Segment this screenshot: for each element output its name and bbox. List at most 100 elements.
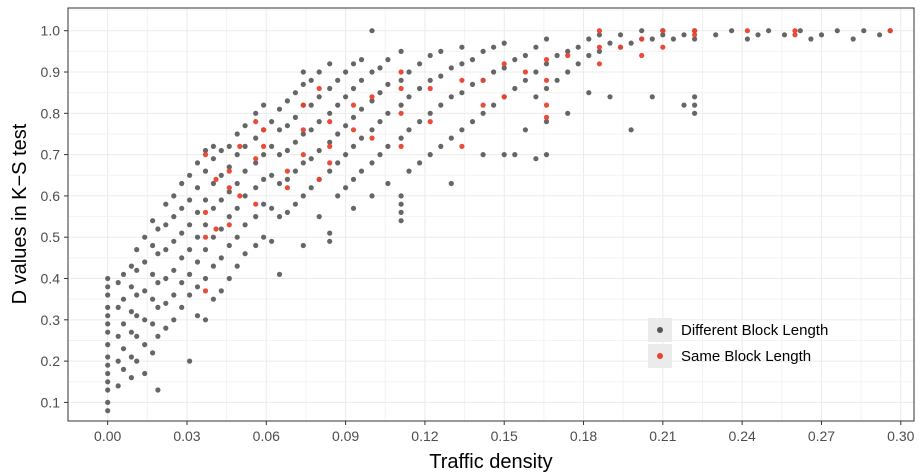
point-different-block-length	[692, 36, 698, 42]
panel-border	[67, 7, 915, 422]
point-different-block-length	[522, 127, 529, 133]
point-different-block-length	[438, 143, 444, 149]
point-different-block-length	[142, 259, 148, 265]
point-different-block-length	[171, 238, 177, 244]
point-same-block-length	[213, 226, 219, 232]
point-different-block-length	[350, 143, 357, 149]
point-different-block-length	[155, 226, 161, 232]
point-different-block-length	[343, 185, 349, 191]
point-different-block-length	[681, 32, 687, 38]
point-different-block-length	[292, 139, 298, 145]
point-different-block-length	[565, 69, 571, 75]
point-different-block-length	[202, 222, 209, 228]
point-different-block-length	[226, 242, 232, 249]
point-different-block-length	[276, 214, 283, 220]
point-different-block-length	[766, 28, 772, 34]
point-different-block-length	[261, 152, 267, 158]
point-different-block-length	[350, 85, 357, 92]
y-tick-label: 0.3	[41, 312, 61, 328]
point-different-block-length	[142, 317, 148, 323]
point-different-block-length	[269, 143, 275, 149]
point-different-block-length	[163, 275, 169, 282]
legend-swatch-different	[657, 327, 663, 333]
point-different-block-length	[202, 168, 209, 174]
point-different-block-length	[797, 28, 803, 34]
point-different-block-length	[586, 52, 592, 59]
point-different-block-length	[155, 280, 161, 286]
point-different-block-length	[226, 143, 232, 149]
point-different-block-length	[234, 234, 240, 240]
point-different-block-length	[105, 362, 111, 368]
point-different-block-length	[242, 168, 248, 174]
point-different-block-length	[150, 242, 156, 249]
point-different-block-length	[543, 85, 550, 92]
point-same-block-length	[744, 28, 751, 34]
point-same-block-length	[300, 152, 306, 158]
point-different-block-length	[284, 209, 290, 215]
point-different-block-length	[210, 296, 216, 302]
point-different-block-length	[417, 160, 423, 166]
point-different-block-length	[543, 36, 550, 42]
point-same-block-length	[327, 160, 333, 166]
point-different-block-length	[187, 197, 193, 203]
point-different-block-length	[308, 77, 314, 83]
point-different-block-length	[276, 127, 283, 133]
point-different-block-length	[398, 48, 404, 55]
point-same-block-length	[692, 28, 698, 34]
point-different-block-length	[406, 94, 412, 100]
point-different-block-length	[171, 267, 177, 273]
point-different-block-length	[586, 90, 592, 96]
point-different-block-length	[692, 94, 698, 100]
point-different-block-length	[134, 292, 140, 298]
point-different-block-length	[105, 313, 111, 319]
point-same-block-length	[692, 32, 698, 38]
point-different-block-length	[385, 81, 391, 87]
point-different-block-length	[459, 44, 465, 50]
point-same-block-length	[202, 209, 209, 215]
point-different-block-length	[194, 313, 201, 319]
point-same-block-length	[617, 44, 624, 50]
point-different-block-length	[398, 77, 404, 83]
point-same-block-length	[639, 52, 645, 59]
point-different-block-length	[261, 176, 267, 182]
point-different-block-length	[369, 127, 375, 133]
point-different-block-length	[105, 342, 111, 348]
point-different-block-length	[292, 114, 298, 120]
point-different-block-length	[327, 230, 333, 236]
point-same-block-length	[350, 127, 357, 133]
point-different-block-length	[327, 85, 333, 92]
point-same-block-length	[226, 222, 232, 228]
point-different-block-length	[327, 238, 333, 244]
point-different-block-length	[398, 135, 404, 141]
point-different-block-length	[115, 383, 121, 389]
point-different-block-length	[480, 110, 486, 116]
point-different-block-length	[187, 222, 193, 228]
point-different-block-length	[115, 358, 121, 364]
point-same-block-length	[459, 143, 465, 149]
point-different-block-length	[350, 176, 357, 182]
point-different-block-length	[155, 304, 161, 310]
point-different-block-length	[163, 300, 169, 306]
point-same-block-length	[226, 168, 232, 174]
point-different-block-length	[105, 284, 111, 290]
point-different-block-length	[210, 180, 216, 187]
point-different-block-length	[269, 238, 275, 244]
point-different-block-length	[335, 77, 341, 83]
point-different-block-length	[142, 234, 148, 240]
point-different-block-length	[150, 350, 156, 356]
point-different-block-length	[692, 102, 698, 108]
point-different-block-length	[194, 234, 201, 240]
point-different-block-length	[459, 90, 465, 96]
point-different-block-length	[575, 44, 581, 50]
point-same-block-length	[202, 288, 209, 294]
point-same-block-length	[202, 234, 209, 240]
point-different-block-length	[187, 358, 193, 364]
point-different-block-length	[369, 193, 375, 199]
point-different-block-length	[218, 226, 224, 232]
point-different-block-length	[187, 271, 193, 277]
point-different-block-length	[369, 160, 375, 166]
point-different-block-length	[459, 127, 465, 133]
point-different-block-length	[469, 57, 476, 63]
point-different-block-length	[300, 131, 306, 137]
point-different-block-length	[202, 317, 209, 323]
